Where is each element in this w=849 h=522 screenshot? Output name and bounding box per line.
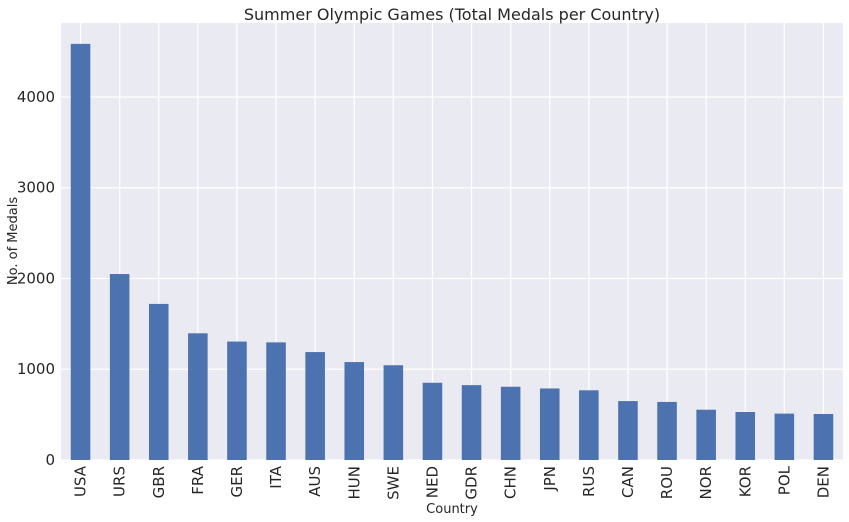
- x-tick-label-pol: POL: [775, 465, 793, 495]
- bar-fra: [188, 333, 208, 460]
- x-axis-label: Country: [426, 502, 478, 517]
- x-tick-label-aus: AUS: [306, 466, 324, 497]
- bar-ned: [422, 382, 443, 460]
- bar-rou: [657, 401, 677, 460]
- x-tick-label-rus: RUS: [580, 466, 598, 497]
- bar-urs: [109, 274, 130, 460]
- bar-ita: [266, 342, 286, 460]
- y-tick-label: 2000: [17, 269, 55, 287]
- x-tick-label-hun: HUN: [345, 466, 363, 499]
- y-tick-label: 3000: [17, 179, 55, 197]
- bar-rus: [579, 390, 599, 460]
- x-tick-label-ned: NED: [423, 466, 441, 498]
- x-tick-label-swe: SWE: [384, 466, 402, 500]
- bar-can: [618, 401, 638, 460]
- bar-pol: [774, 413, 795, 460]
- bar-den: [813, 413, 834, 460]
- x-tick-label-chn: CHN: [502, 466, 520, 499]
- bar-usa: [70, 43, 91, 460]
- x-axis-ticks: USA URS GBR FRA GER ITA AUS HUN SWE NED GDR CHN JPN R…: [72, 465, 833, 500]
- x-tick-label-gbr: GBR: [150, 466, 168, 498]
- x-tick-label-ger: GER: [228, 466, 246, 498]
- x-tick-label-gdr: GDR: [463, 466, 481, 500]
- x-tick-label-jpn: JPN: [541, 466, 559, 492]
- bar-chn: [500, 386, 521, 460]
- bar-ger: [227, 341, 247, 460]
- x-tick-label-nor: NOR: [697, 466, 715, 499]
- x-tick-label-usa: USA: [72, 465, 90, 497]
- bar-aus: [305, 352, 325, 460]
- bar-jpn: [539, 388, 560, 460]
- y-tick-label: 0: [45, 451, 55, 469]
- x-tick-label-urs: URS: [111, 466, 129, 497]
- bar-gdr: [461, 385, 482, 460]
- y-tick-label: 1000: [17, 360, 55, 378]
- x-tick-label-den: DEN: [814, 466, 832, 498]
- y-axis-ticks: 0 1000 2000 3000 4000: [17, 88, 55, 469]
- x-tick-label-fra: FRA: [189, 465, 207, 494]
- plot-area: [61, 23, 843, 460]
- bar-kor: [735, 411, 756, 460]
- x-tick-label-rou: ROU: [658, 466, 676, 499]
- x-tick-label-kor: KOR: [736, 466, 754, 497]
- bar-hun: [344, 362, 365, 460]
- bar-gbr: [148, 303, 169, 460]
- x-tick-label-can: CAN: [619, 466, 637, 498]
- bar-nor: [696, 409, 716, 460]
- bars: [70, 43, 834, 460]
- bar-swe: [383, 365, 404, 460]
- chart-title: Summer Olympic Games (Total Medals per C…: [244, 5, 660, 24]
- y-tick-label: 4000: [17, 88, 55, 106]
- y-axis-label: No. of Medals: [6, 197, 21, 285]
- x-tick-label-ita: ITA: [267, 465, 285, 488]
